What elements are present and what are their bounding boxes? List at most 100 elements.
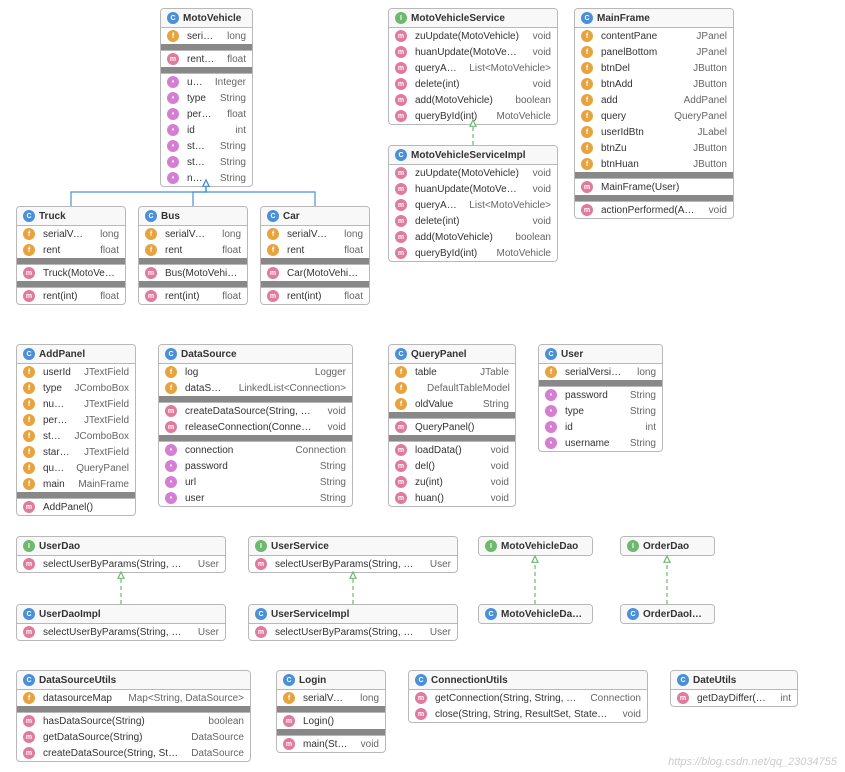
member-row: fpanelBottomJPanel — [575, 44, 733, 60]
method-icon: m — [167, 53, 179, 65]
member-row: mgetConnection(String, String, String)Co… — [409, 690, 647, 706]
member-row: madd(MotoVehicle)boolean — [389, 229, 557, 245]
member-row: foldValueString — [389, 396, 515, 412]
field-icon: f — [581, 126, 593, 138]
class-DataSource[interactable]: CDataSourceflogLoggerfdataSourcesLinkedL… — [158, 344, 353, 507]
method-icon: m — [145, 290, 157, 302]
member-name: perRent — [187, 109, 215, 120]
member-name: panelBottom — [601, 47, 684, 58]
member-type: User — [422, 627, 451, 638]
field-icon: f — [581, 94, 593, 106]
field-priv-icon: • — [167, 140, 179, 152]
method-icon: m — [395, 460, 407, 472]
class-DateUtils[interactable]: CDateUtilsmgetDayDiffer(Date, Date)int — [670, 670, 798, 707]
class-MotoVehicleDaoImpl[interactable]: CMotoVehicleDaoImpl — [478, 604, 593, 624]
class-UserDao[interactable]: IUserDaomselectUserByParams(String, Stri… — [16, 536, 226, 573]
method-icon: m — [395, 30, 407, 42]
member-name: serialVersionUID — [43, 229, 88, 240]
class-MotoVehicle[interactable]: CMotoVehiclefserialVersionUIDlongmrent(i… — [160, 8, 253, 187]
field-icon: f — [23, 478, 35, 490]
member-name: serialVersionUID — [187, 31, 215, 42]
class-section: mzuUpdate(MotoVehicle)voidmhuanUpdate(Mo… — [389, 27, 557, 124]
class-Truck[interactable]: CTruckfserialVersionUIDlongfrentfloatmTr… — [16, 206, 126, 305]
class-ConnectionUtils[interactable]: CConnectionUtilsmgetConnection(String, S… — [408, 670, 648, 723]
class-title: MotoVehicle — [183, 13, 246, 24]
class-MainFrame[interactable]: CMainFramefcontentPaneJPanelfpanelBottom… — [574, 8, 734, 219]
member-type: DataSource — [183, 748, 244, 759]
class-title: User — [561, 349, 656, 360]
member-row: flogLogger — [159, 364, 352, 380]
member-name: table — [415, 367, 468, 378]
member-type: String — [212, 173, 246, 184]
method-icon: m — [395, 421, 407, 433]
member-name: Login() — [303, 716, 379, 727]
member-type: String — [475, 399, 509, 410]
class-header: COrderDaoImpl — [621, 605, 714, 623]
class-Bus[interactable]: CBusfserialVersionUIDlongfrentfloatmBus(… — [138, 206, 248, 305]
member-name: close(String, String, ResultSet, Stateme… — [435, 709, 611, 720]
class-UserService[interactable]: IUserServicemselectUserByParams(String, … — [248, 536, 458, 573]
member-name: serialVersionUID — [565, 367, 625, 378]
class-Login[interactable]: CLoginfserialVersionUIDlongmLogin()mmain… — [276, 670, 386, 753]
member-name: zu(int) — [415, 477, 479, 488]
field-priv-icon: • — [165, 476, 177, 488]
class-MotoVehicleService[interactable]: IMotoVehicleServicemzuUpdate(MotoVehicle… — [388, 8, 558, 125]
class-icon: C — [395, 149, 407, 161]
method-icon: m — [165, 421, 177, 433]
member-row: mhuanUpdate(MotoVehicle)void — [389, 181, 557, 197]
class-Car[interactable]: CCarfserialVersionUIDlongfrentfloatmCar(… — [260, 206, 370, 305]
class-title: UserService — [271, 541, 451, 552]
member-name: huanUpdate(MotoVehicle) — [415, 47, 521, 58]
field-icon: f — [23, 430, 35, 442]
class-icon: C — [581, 12, 593, 24]
member-type: User — [422, 559, 451, 570]
member-type: String — [312, 477, 346, 488]
member-row: fnumberPlateJTextField — [17, 396, 135, 412]
member-name: password — [565, 390, 618, 401]
method-icon: m — [283, 715, 295, 727]
member-type: String — [212, 157, 246, 168]
field-priv-icon: • — [167, 156, 179, 168]
member-row: mhasDataSource(String)boolean — [17, 713, 250, 729]
member-row: mrent(int)float — [17, 288, 125, 304]
method-icon: m — [283, 738, 295, 750]
class-title: DateUtils — [693, 675, 791, 686]
method-icon: m — [395, 476, 407, 488]
member-row: mcreateDataSource(String, String, String… — [159, 403, 352, 419]
member-row: •urlString — [159, 474, 352, 490]
member-name: selectUserByParams(String, String, Strin… — [43, 627, 186, 638]
member-row: fstartTimeJTextField — [17, 444, 135, 460]
class-title: Car — [283, 211, 363, 222]
member-row: fbtnZuJButton — [575, 140, 733, 156]
member-type: long — [214, 229, 241, 240]
class-OrderDao[interactable]: IOrderDao — [620, 536, 715, 556]
class-section: mgetDayDiffer(Date, Date)int — [671, 689, 797, 706]
class-OrderDaoImpl[interactable]: COrderDaoImpl — [620, 604, 715, 624]
member-type: void — [525, 184, 551, 195]
field-priv-icon: • — [167, 124, 179, 136]
class-header: CUser — [539, 345, 662, 363]
member-type: JTextField — [76, 415, 129, 426]
class-User[interactable]: CUserfserialVersionUIDlong•passwordStrin… — [538, 344, 663, 452]
class-AddPanel[interactable]: CAddPanelfuserIdJTextFieldftypeJComboBox… — [16, 344, 136, 516]
member-name: rent — [165, 245, 210, 256]
class-DataSourceUtils[interactable]: CDataSourceUtilsfdatasourceMapMap<String… — [16, 670, 251, 762]
class-MotoVehicleDao[interactable]: IMotoVehicleDao — [478, 536, 593, 556]
class-MotoVehicleServiceImpl[interactable]: CMotoVehicleServiceImplmzuUpdate(MotoVeh… — [388, 145, 558, 262]
class-header: CDataSourceUtils — [17, 671, 250, 689]
class-icon: C — [627, 608, 639, 620]
interface-icon: I — [485, 540, 497, 552]
member-name: hasDataSource(String) — [43, 716, 196, 727]
class-QueryPanel[interactable]: CQueryPanelftableJTablefmodelDefaultTabl… — [388, 344, 516, 507]
member-row: mselectUserByParams(String, String, Stri… — [17, 624, 225, 640]
method-icon: m — [395, 199, 407, 211]
class-UserDaoImpl[interactable]: CUserDaoImplmselectUserByParams(String, … — [16, 604, 226, 641]
member-row: mloadData()void — [389, 442, 515, 458]
class-UserServiceImpl[interactable]: CUserServiceImplmselectUserByParams(Stri… — [248, 604, 458, 641]
field-icon: f — [581, 62, 593, 74]
field-icon: f — [267, 244, 279, 256]
member-name: connection — [185, 445, 283, 456]
member-name: numberPlate — [43, 399, 72, 410]
class-icon: C — [167, 12, 179, 24]
member-row: fqueryQueryPanel — [575, 108, 733, 124]
